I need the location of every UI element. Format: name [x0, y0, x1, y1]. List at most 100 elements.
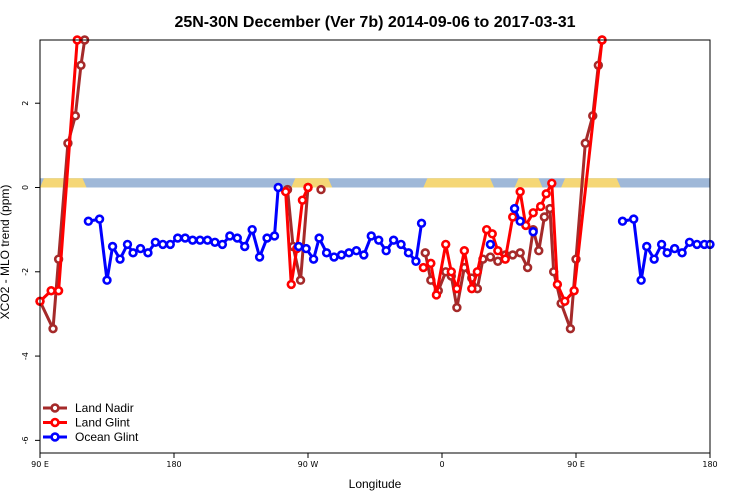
data-point: [509, 203, 520, 214]
data-point: [314, 233, 324, 243]
data-point: [210, 237, 220, 247]
data-point: [374, 235, 384, 245]
data-point: [472, 267, 483, 277]
data-point: [441, 239, 451, 250]
legend-marker: [50, 417, 60, 428]
x-axis: 90 E 180 90 W 0 90 E 180: [31, 453, 718, 469]
land-ocean-band: [40, 178, 710, 188]
data-point: [528, 227, 538, 237]
data-point: [396, 239, 406, 250]
data-point: [143, 248, 153, 258]
y-tick-label: -6: [21, 436, 30, 444]
data-point: [467, 283, 477, 294]
data-point: [269, 231, 280, 241]
data-point: [273, 182, 283, 193]
data-point: [403, 248, 414, 258]
data-point: [48, 323, 58, 334]
data-point: [493, 246, 503, 256]
data-point: [552, 279, 563, 290]
data-point: [662, 248, 672, 258]
data-point: [262, 233, 272, 243]
legend-item: Land Glint: [43, 416, 130, 430]
data-point: [485, 252, 496, 262]
data-point: [528, 208, 538, 218]
data-point: [431, 290, 442, 300]
data-point: [295, 275, 306, 285]
data-point: [254, 252, 265, 262]
data-point: [344, 248, 354, 258]
data-point: [515, 248, 525, 258]
data-point: [500, 254, 510, 264]
data-point: [115, 254, 125, 264]
data-point: [656, 239, 667, 250]
x-tick-label: 90 E: [567, 460, 585, 469]
data-point: [187, 235, 198, 245]
data-point: [418, 262, 429, 273]
land-band-segment: [514, 178, 543, 188]
legend-label: Land Glint: [75, 416, 130, 430]
data-point: [508, 250, 518, 260]
data-point: [515, 216, 525, 226]
land-band-segment: [561, 178, 621, 188]
data-point: [321, 248, 332, 258]
data-point: [547, 178, 557, 188]
data-point: [225, 231, 235, 241]
data-point: [388, 235, 399, 245]
data-point: [336, 250, 347, 260]
data-point: [217, 239, 228, 250]
data-point: [565, 323, 576, 334]
data-point: [617, 216, 628, 226]
data-point: [195, 235, 205, 245]
data-point: [107, 241, 118, 252]
x-tick-label: 0: [439, 460, 444, 469]
series-ocean-glint: [83, 182, 715, 285]
data-point: [303, 182, 313, 193]
data-point: [202, 235, 213, 245]
data-point: [522, 262, 533, 273]
legend-item: Ocean Glint: [43, 430, 139, 444]
x-tick-label: 180: [702, 460, 717, 469]
legend-item: Land Nadir: [43, 401, 134, 415]
data-point: [293, 241, 304, 252]
data-point: [677, 248, 687, 258]
data-point: [247, 224, 257, 235]
legend-label: Ocean Glint: [75, 430, 139, 444]
data-point: [515, 187, 525, 197]
data-point: [446, 267, 457, 277]
data-point: [485, 239, 496, 250]
data-point: [580, 138, 591, 148]
data-point: [539, 212, 550, 222]
data-point: [83, 216, 94, 226]
data-point: [308, 254, 319, 264]
data-point: [541, 189, 551, 199]
data-point: [452, 302, 462, 313]
data-point: [642, 241, 652, 252]
data-point: [560, 296, 570, 306]
data-point: [280, 187, 291, 197]
data-point: [628, 214, 639, 224]
data-point: [366, 231, 376, 241]
y-tick-label: -4: [21, 352, 30, 360]
data-point: [669, 243, 680, 254]
plot-frame: [39, 39, 711, 454]
data-point: [53, 286, 64, 296]
data-point: [411, 256, 421, 266]
data-point: [240, 241, 250, 252]
data-point: [158, 239, 168, 250]
data-point: [301, 243, 311, 254]
data-point: [76, 60, 86, 70]
data-point: [297, 195, 308, 205]
data-point: [46, 286, 56, 296]
data-point: [94, 214, 105, 224]
data-point: [359, 250, 369, 260]
data-point: [426, 258, 436, 269]
data-point: [487, 229, 497, 239]
data-point: [508, 212, 518, 222]
legend-marker: [50, 432, 60, 442]
data-point: [173, 233, 183, 243]
data-point: [493, 256, 503, 266]
data-point: [316, 184, 326, 195]
data-point: [420, 248, 430, 258]
series-land-glint: [35, 35, 607, 306]
